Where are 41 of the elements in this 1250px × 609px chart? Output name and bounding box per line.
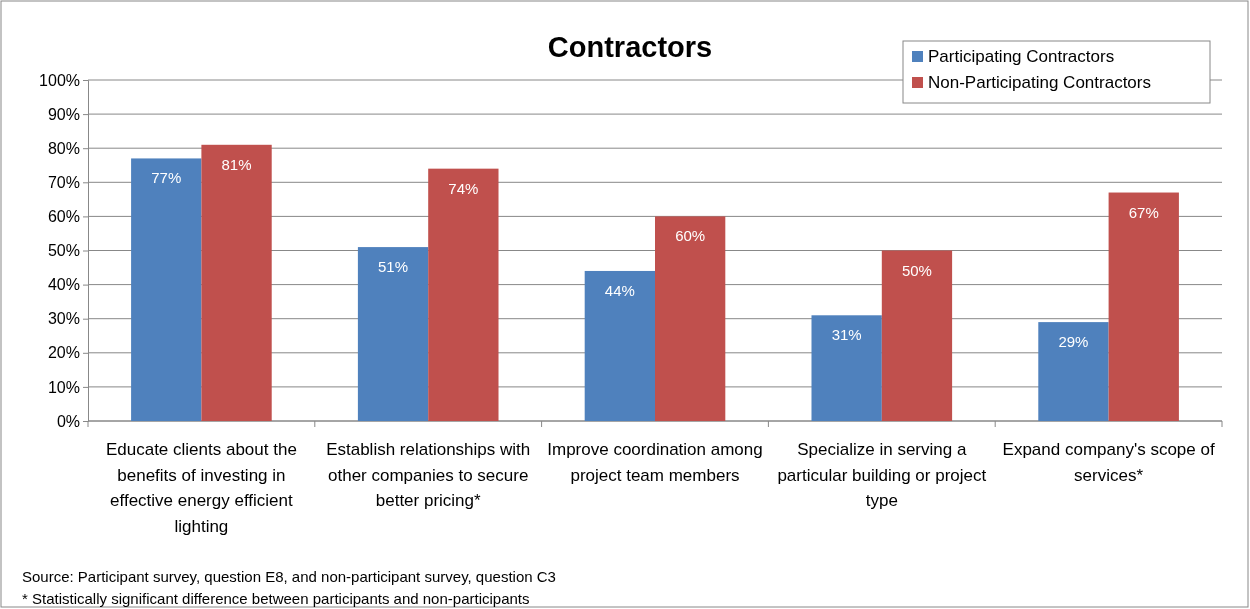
bar bbox=[1038, 322, 1109, 421]
data-label: 74% bbox=[448, 179, 479, 197]
text: * Statistically significant difference between participants and non-participants bbox=[22, 590, 530, 607]
legend-label: Participating Contractors bbox=[928, 47, 1115, 66]
bar bbox=[131, 158, 202, 421]
bar bbox=[655, 216, 726, 421]
data-label: 60% bbox=[675, 227, 706, 245]
y-tick-label: 10% bbox=[47, 378, 80, 396]
bar bbox=[357, 247, 429, 421]
x-tick-label: Expand company's scope of services* bbox=[1002, 440, 1215, 485]
y-tick-label: 0% bbox=[56, 412, 80, 430]
data-label: 67% bbox=[1128, 203, 1159, 221]
data-label: 51% bbox=[378, 258, 409, 276]
y-tick-label: 30% bbox=[47, 310, 80, 328]
data-label: 29% bbox=[1058, 333, 1089, 351]
data-label: 44% bbox=[604, 281, 635, 299]
bar bbox=[811, 315, 882, 421]
x-tick-label: Establish relationships with other companies to secure better pricing* bbox=[326, 440, 531, 510]
bar bbox=[428, 168, 499, 421]
legend-label: Non-Participating Contractors bbox=[928, 73, 1151, 92]
bar bbox=[201, 144, 272, 421]
source-note: Source: Participant survey, question E8, and non-participant survey, question C3 bbox=[22, 568, 556, 585]
data-label: 77% bbox=[151, 169, 182, 187]
x-tick-label: Improve coordination among project team members bbox=[547, 440, 763, 485]
y-tick-label: 60% bbox=[47, 208, 80, 226]
y-tick-label: 40% bbox=[47, 276, 80, 294]
data-label: 31% bbox=[831, 326, 862, 344]
y-tick-label: 50% bbox=[47, 242, 80, 260]
x-tick-label: Educate clients about the benefits of investing in effective energy efficient lighting bbox=[105, 440, 297, 536]
bar bbox=[1108, 192, 1179, 421]
y-tick-label: 100% bbox=[39, 71, 80, 89]
y-tick-label: 20% bbox=[47, 344, 80, 362]
y-tick-label: 70% bbox=[47, 173, 80, 191]
bar bbox=[584, 270, 655, 421]
data-label: 81% bbox=[221, 155, 252, 173]
data-label: 50% bbox=[901, 261, 932, 279]
chart-title: Contractors bbox=[547, 31, 713, 63]
y-tick-label: 90% bbox=[47, 105, 80, 123]
bar bbox=[881, 250, 953, 421]
x-tick-label: Specialize in serving a particular building or project type bbox=[777, 440, 987, 510]
y-tick-label: 80% bbox=[47, 139, 80, 157]
